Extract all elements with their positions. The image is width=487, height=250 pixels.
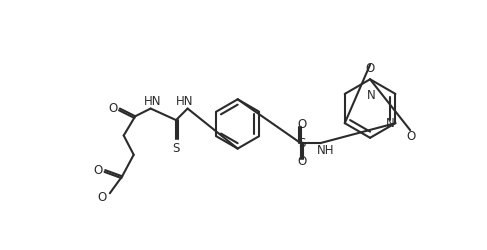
Text: HN: HN [176,95,193,108]
Text: O: O [365,62,375,75]
Text: S: S [172,142,180,155]
Text: N: N [386,118,394,130]
Text: O: O [93,164,102,177]
Text: NH: NH [317,144,334,158]
Text: O: O [298,118,307,131]
Text: HN: HN [144,95,161,108]
Text: S: S [299,137,306,150]
Text: O: O [298,155,307,168]
Text: O: O [406,130,415,143]
Text: O: O [97,190,107,203]
Text: N: N [367,89,376,102]
Text: O: O [108,102,117,115]
